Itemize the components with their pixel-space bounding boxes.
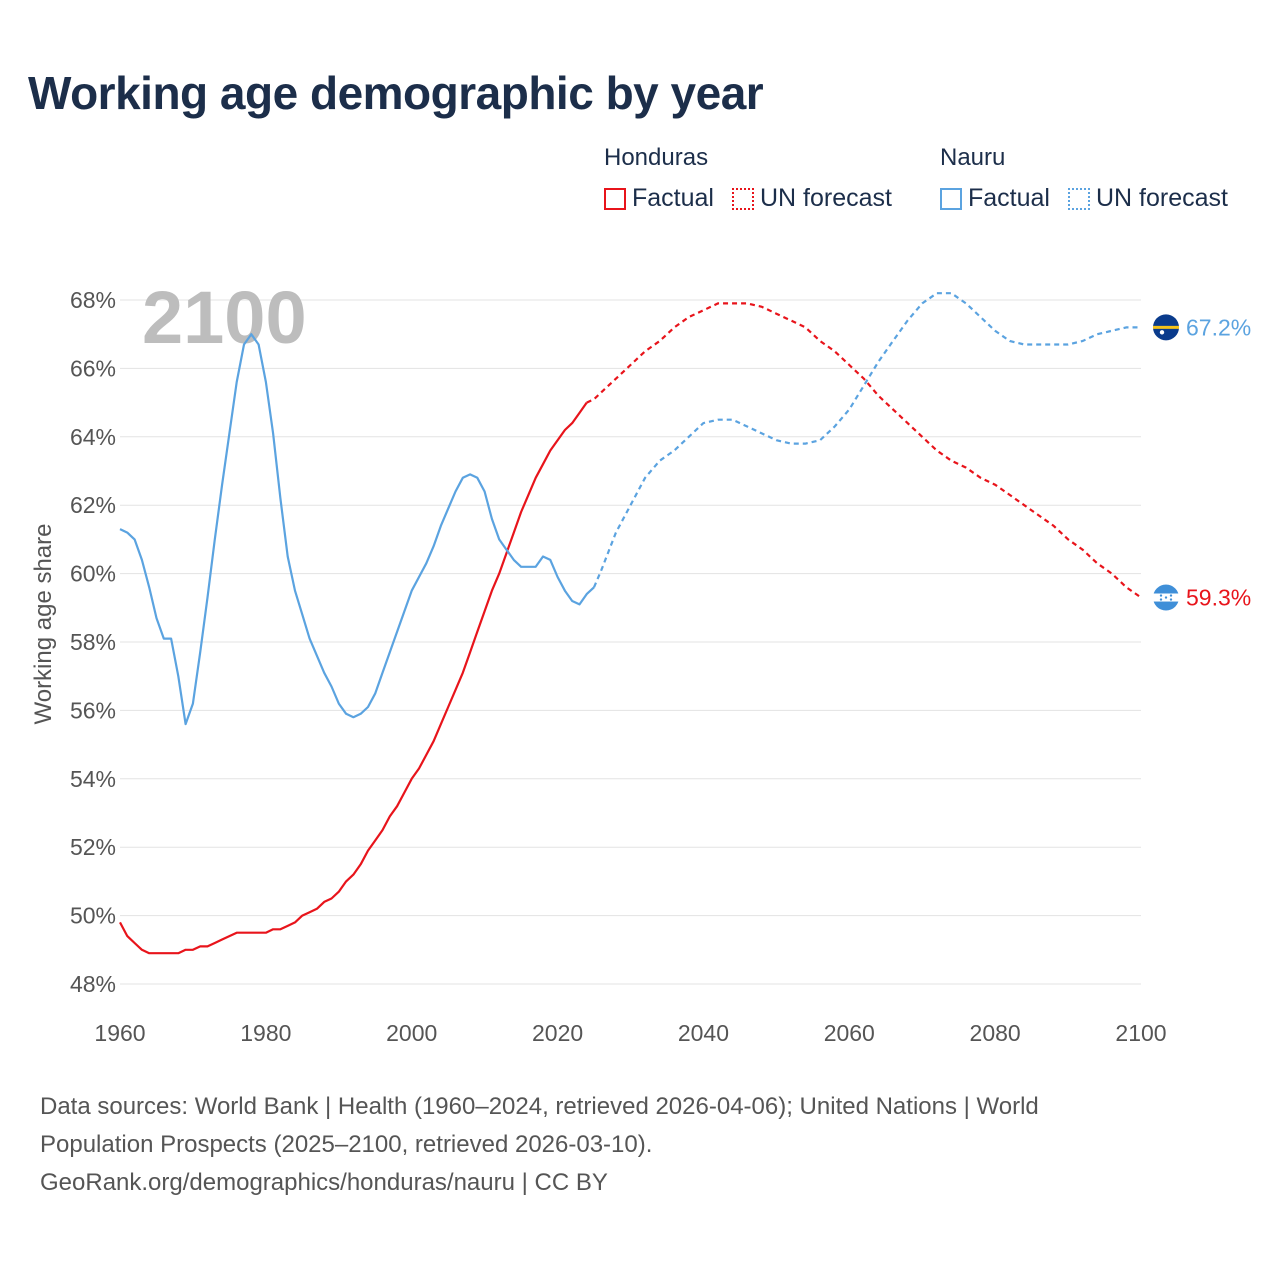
legend-swatch-solid: [940, 187, 962, 210]
legend-group-nauru: Nauru Factual UN forecast: [940, 144, 1228, 213]
flag-star: [1159, 598, 1163, 601]
year-watermark: 2100: [142, 276, 307, 359]
legend-label: Factual: [632, 184, 714, 212]
x-tick-label: 2000: [386, 1020, 437, 1046]
y-tick-label: 48%: [70, 971, 116, 997]
legend-honduras-factual[interactable]: Factual: [604, 184, 714, 213]
y-tick-label: 68%: [70, 287, 116, 313]
y-tick-label: 56%: [70, 697, 116, 723]
legend-nauru-factual[interactable]: Factual: [940, 184, 1050, 213]
y-tick-label: 50%: [70, 903, 116, 929]
sources-line-3[interactable]: GeoRank.org/demographics/honduras/nauru …: [40, 1169, 608, 1196]
nauru-flag-icon: [1153, 314, 1179, 341]
flag-star: [1169, 594, 1173, 597]
chart-title: Working age demographic by year: [28, 67, 764, 119]
flag-body: [1153, 584, 1179, 611]
x-tick-label: 2040: [678, 1020, 729, 1046]
y-tick-label: 52%: [70, 834, 116, 860]
data-sources: Data sources: World Bank | Health (1960–…: [40, 1088, 1240, 1202]
x-tick-label: 2060: [824, 1020, 875, 1046]
legend-group-honduras: Honduras Factual UN forecast: [604, 144, 910, 213]
nauru-end-label: 67.2%: [1186, 314, 1251, 340]
y-tick-label: 54%: [70, 766, 116, 792]
y-tick-label: 64%: [70, 424, 116, 450]
x-tick-label: 1960: [94, 1020, 145, 1046]
nauru-forecast-line: [592, 292, 1141, 588]
legend-swatch-dotted: [731, 187, 754, 210]
legend-honduras-forecast[interactable]: UN forecast: [731, 184, 892, 213]
flag-band-top: [1153, 584, 1179, 594]
sources-line-2: Population Prospects (2025–2100, retriev…: [40, 1131, 653, 1158]
flag-star: [1159, 330, 1165, 335]
honduras-factual-line: [119, 401, 588, 955]
nauru-factual-line: [119, 333, 595, 726]
y-tick-label: 58%: [70, 629, 116, 655]
honduras-flag-icon: [1153, 584, 1179, 611]
legend-swatch-solid: [604, 187, 626, 210]
y-axis-label: Working age share: [30, 524, 57, 725]
legend-swatch-dotted: [1067, 187, 1090, 210]
honduras-forecast-line: [586, 302, 1142, 599]
legend-group-name: Nauru: [940, 144, 1006, 171]
sources-line-1: Data sources: World Bank | Health (1960–…: [40, 1093, 1039, 1120]
x-tick-label: 1980: [240, 1020, 291, 1046]
flag-star: [1159, 594, 1163, 597]
legend-label: Factual: [968, 184, 1050, 212]
x-tick-label: 2100: [1115, 1020, 1166, 1046]
y-tick-label: 66%: [70, 355, 116, 381]
flag-stripe: [1153, 325, 1179, 329]
x-tick-label: 2020: [532, 1020, 583, 1046]
legend-group-name: Honduras: [604, 144, 709, 171]
y-tick-label: 62%: [70, 492, 116, 518]
flag-band-bottom: [1153, 601, 1179, 611]
legend-label: UN forecast: [1095, 184, 1228, 212]
flag-star: [1169, 598, 1173, 601]
y-tick-label: 60%: [70, 561, 116, 587]
legend-label: UN forecast: [759, 184, 892, 212]
honduras-end-label: 59.3%: [1186, 585, 1251, 611]
line-chart: 48% 50% 52% 54% 56% 58% 60% 62% 64% 66% 68% 1960 198…: [30, 276, 1251, 1046]
legend-nauru-forecast[interactable]: UN forecast: [1067, 184, 1228, 213]
flag-star: [1164, 596, 1168, 599]
x-tick-label: 2080: [970, 1020, 1021, 1046]
